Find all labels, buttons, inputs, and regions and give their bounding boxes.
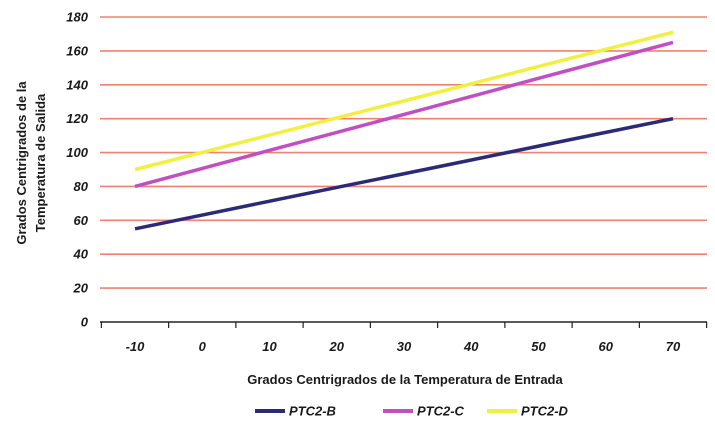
y-tick-label: 180 bbox=[66, 10, 88, 25]
y-axis-title-line-1: Grados Centrigrados de la bbox=[14, 81, 29, 245]
x-tick-label: 70 bbox=[666, 339, 681, 354]
series-line-ptc2-d bbox=[134, 30, 674, 172]
y-tick-label: 40 bbox=[73, 247, 89, 262]
y-tick-label: 100 bbox=[66, 145, 88, 160]
series-lines bbox=[134, 30, 674, 231]
x-tick-label: 20 bbox=[329, 339, 345, 354]
y-axis-ticks: 0 20 40 60 80 100 120 140 160 180 bbox=[66, 10, 88, 330]
legend-label: PTC2-D bbox=[521, 404, 569, 419]
y-tick-label: 20 bbox=[73, 281, 89, 296]
x-tick-label: 0 bbox=[199, 339, 207, 354]
x-tick-label: 30 bbox=[397, 339, 412, 354]
y-tick-label: 160 bbox=[66, 43, 88, 58]
series-line-ptc2-c bbox=[134, 40, 674, 189]
y-tick-label: 120 bbox=[66, 111, 88, 126]
x-tick-label: -10 bbox=[126, 339, 146, 354]
x-axis-title: Grados Centrigrados de la Temperatura de… bbox=[247, 372, 563, 387]
series-line-ptc2-b bbox=[134, 116, 674, 231]
y-axis-title-line-2: Temperatura de Salida bbox=[33, 93, 48, 232]
x-tick-label: 50 bbox=[531, 339, 546, 354]
y-tick-label: 140 bbox=[66, 77, 88, 92]
legend-label: PTC2-B bbox=[289, 404, 336, 419]
y-tick-label: 0 bbox=[81, 315, 89, 330]
x-tick-label: 60 bbox=[599, 339, 614, 354]
x-axis-ticks: -10 0 10 20 30 40 50 60 70 bbox=[100, 322, 708, 354]
legend-label: PTC2-C bbox=[417, 404, 465, 419]
x-tick-label: 40 bbox=[463, 339, 479, 354]
y-tick-label: 60 bbox=[74, 213, 89, 228]
y-tick-label: 80 bbox=[74, 179, 89, 194]
x-tick-label: 10 bbox=[262, 339, 277, 354]
legend: PTC2-B PTC2-C PTC2-D bbox=[255, 404, 569, 419]
